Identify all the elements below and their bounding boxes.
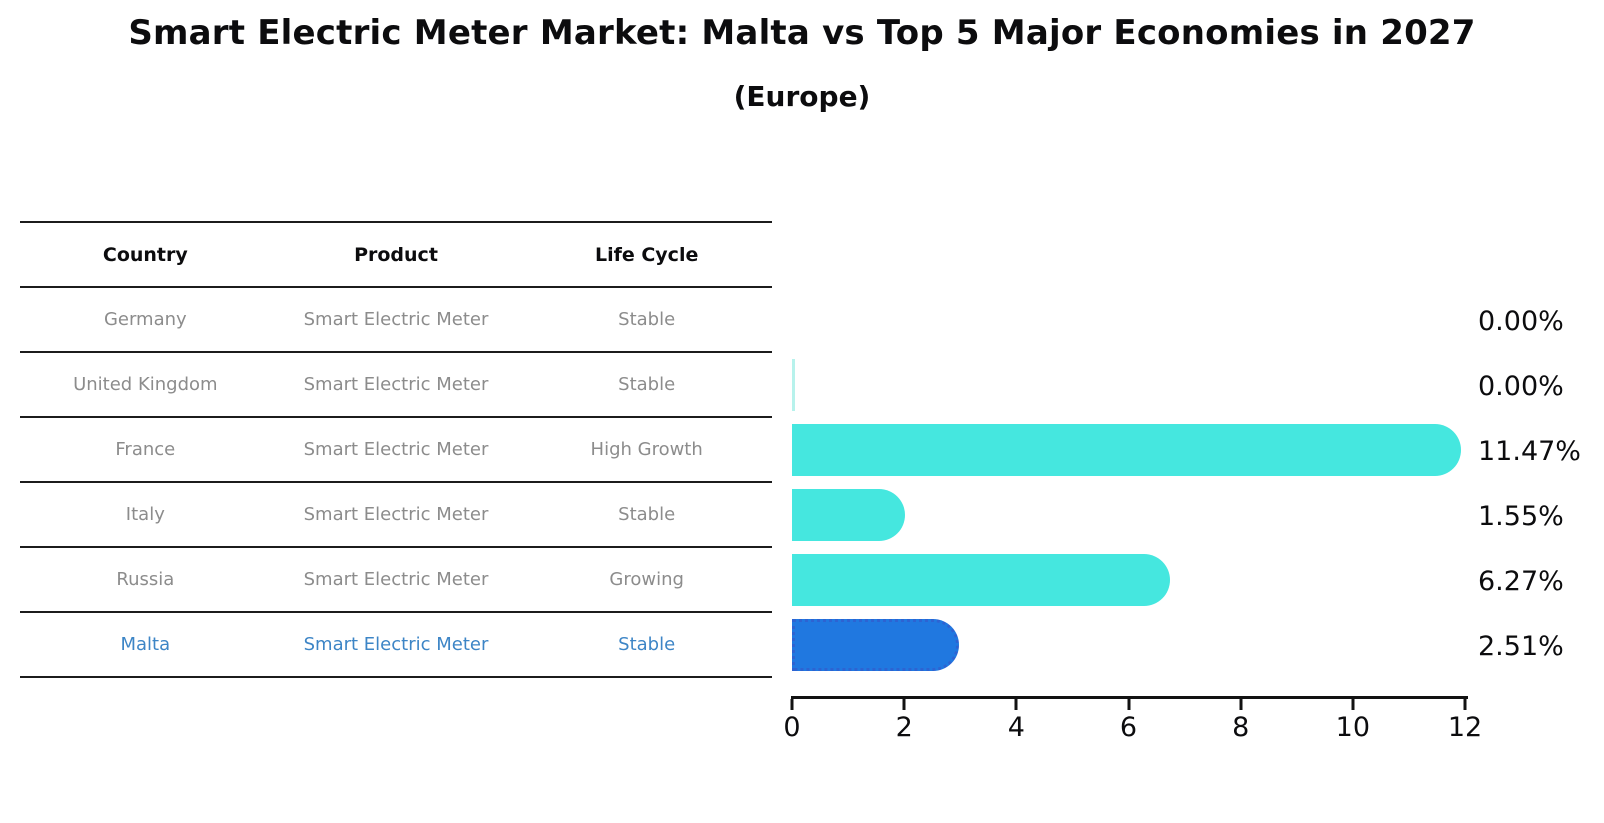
bar-row-france [792, 417, 1465, 482]
axis-tick [1463, 699, 1467, 710]
bar-russia [792, 553, 1170, 606]
bar-italy [792, 488, 905, 541]
axis-tick [1127, 699, 1130, 710]
table-row: Russia Smart Electric Meter Growing [20, 547, 772, 612]
cell-country: United Kingdom [73, 374, 218, 395]
table-rule [20, 676, 772, 678]
bar-row-russia [792, 547, 1465, 612]
header-cell-life-cycle: Life Cycle [594, 243, 699, 266]
table-rule [20, 481, 772, 483]
cell-product: Smart Electric Meter [303, 504, 489, 525]
page-subtitle: (Europe) [733, 80, 871, 113]
bar-row-malta [792, 612, 1465, 677]
table-rule [20, 546, 772, 548]
bar-row-italy [792, 482, 1465, 547]
table-row: France Smart Electric Meter High Growth [20, 417, 772, 482]
table-rule [20, 611, 772, 613]
cell-product: Smart Electric Meter [303, 374, 489, 395]
cell-country: Italy [125, 504, 165, 525]
table-rule [20, 416, 772, 418]
cell-life-cycle: Stable [618, 504, 676, 525]
table-row: Italy Smart Electric Meter Stable [20, 482, 772, 547]
value-label: 6.27% [1478, 566, 1564, 597]
cell-life-cycle: High Growth [590, 439, 703, 460]
cell-country: France [115, 439, 176, 460]
value-label: 0.00% [1478, 306, 1564, 337]
header-cell-country: Country [102, 243, 188, 266]
cell-country: Germany [103, 309, 187, 330]
cell-life-cycle: Stable [618, 634, 676, 655]
axis-tick [1239, 699, 1243, 710]
table-row: United Kingdom Smart Electric Meter Stab… [20, 352, 772, 417]
header-cell-product: Product [354, 243, 438, 266]
cell-life-cycle: Growing [609, 569, 684, 590]
cell-product: Smart Electric Meter [303, 569, 489, 590]
axis-tick [1014, 699, 1018, 710]
x-axis-line [791, 696, 1468, 699]
table-rule [20, 221, 772, 223]
value-label: 11.47% [1478, 436, 1581, 467]
axis-tick-label: 4 [1007, 712, 1025, 743]
bar-united-kingdom [792, 358, 795, 411]
value-label: 1.55% [1478, 501, 1564, 532]
axis-tick-label: 8 [1232, 712, 1250, 743]
axis-tick [790, 699, 794, 710]
cell-country: Malta [120, 634, 171, 655]
axis-tick-label: 12 [1447, 712, 1483, 743]
table-rule [20, 351, 772, 353]
bar-france [792, 423, 1462, 476]
table-row: Germany Smart Electric Meter Stable [20, 287, 772, 352]
axis-tick-label: 6 [1119, 712, 1138, 743]
bar-malta [792, 618, 959, 671]
cell-country: Russia [116, 569, 175, 590]
axis-tick [902, 699, 906, 710]
axis-tick-label: 0 [783, 712, 801, 743]
value-label: 0.00% [1478, 371, 1564, 402]
cell-product: Smart Electric Meter [303, 309, 489, 330]
cell-product: Smart Electric Meter [303, 634, 489, 655]
cell-life-cycle: Stable [618, 309, 676, 330]
page-title: Smart Electric Meter Market: Malta vs To… [128, 13, 1476, 53]
axis-tick [1351, 699, 1355, 710]
cell-product: Smart Electric Meter [303, 439, 489, 460]
cell-life-cycle: Stable [618, 374, 676, 395]
table-rule [20, 286, 772, 288]
axis-tick-label: 2 [895, 712, 913, 743]
bar-row-united-kingdom [792, 352, 1465, 417]
table-row-malta: Malta Smart Electric Meter Stable [20, 612, 772, 677]
table-header-row: Country Product Life Cycle [20, 222, 772, 287]
value-label: 2.51% [1478, 631, 1564, 662]
axis-tick-label: 10 [1335, 712, 1371, 743]
bar-row-germany [792, 287, 1465, 352]
